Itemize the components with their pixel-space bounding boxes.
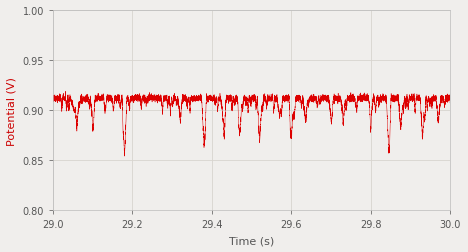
X-axis label: Time (s): Time (s) bbox=[229, 235, 274, 245]
Y-axis label: Potential (V): Potential (V) bbox=[7, 76, 17, 145]
